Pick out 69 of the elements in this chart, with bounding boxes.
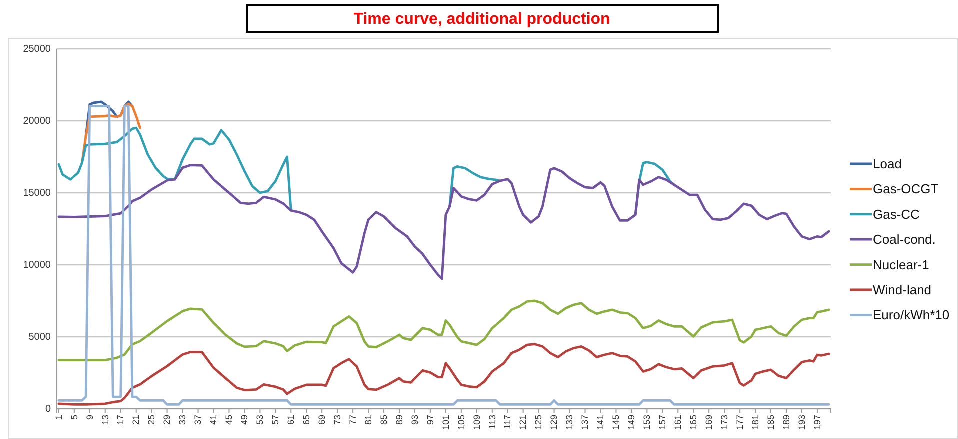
y-tick-label: 20000 <box>23 116 52 128</box>
line-series <box>58 105 830 406</box>
x-tick-label: 157 <box>658 415 668 430</box>
x-tick-label: 5 <box>69 415 80 420</box>
x-tick-label: 117 <box>502 415 513 430</box>
x-tick-label: 109 <box>472 415 482 430</box>
x-tick-label: 145 <box>611 415 622 430</box>
y-tick-label: 15000 <box>23 188 52 200</box>
x-tick-label: 149 <box>626 415 637 430</box>
line-series <box>58 343 830 406</box>
y-tick-label: 0 <box>45 404 52 416</box>
x-tick-label: 69 <box>316 415 327 426</box>
legend-label: Load <box>873 156 902 172</box>
y-tick-label: 5000 <box>28 332 52 344</box>
chart-title: Time curve, additional production <box>354 11 610 28</box>
x-tick-label: 133 <box>564 415 575 430</box>
x-tick-label: 65 <box>301 415 312 426</box>
y-tick-label: 10000 <box>23 260 52 272</box>
legend-label: Coal-cond. <box>873 232 936 248</box>
x-tick-label: 57 <box>270 415 281 426</box>
x-tick-label: 197 <box>812 415 822 430</box>
line-series <box>58 300 830 362</box>
x-tick-label: 37 <box>193 415 204 426</box>
x-tick-label: 101 <box>440 415 451 430</box>
x-tick-label: 173 <box>719 415 730 430</box>
legend-label: Gas-CC <box>873 206 920 222</box>
x-tick-label: 73 <box>332 415 342 426</box>
x-tick-label: 165 <box>688 415 698 430</box>
x-tick-label: 21 <box>131 415 142 426</box>
x-tick-label: 105 <box>456 415 466 430</box>
x-tick-label: 185 <box>766 415 776 430</box>
line-series <box>58 164 830 280</box>
x-tick-label: 121 <box>518 415 528 430</box>
x-tick-label: 113 <box>487 415 498 430</box>
y-tick-label: 25000 <box>23 44 52 56</box>
x-tick-label: 17 <box>116 415 126 426</box>
x-tick-label: 25 <box>146 415 157 426</box>
x-tick-label: 29 <box>162 415 172 426</box>
x-tick-label: 77 <box>348 415 358 426</box>
x-tick-label: 93 <box>410 415 420 426</box>
x-tick-label: 193 <box>796 415 807 430</box>
x-tick-label: 53 <box>255 415 266 426</box>
x-tick-label: 9 <box>84 415 95 420</box>
x-tick-label: 97 <box>425 415 436 426</box>
x-tick-label: 169 <box>704 415 714 430</box>
x-tick-label: 1 <box>54 415 64 420</box>
legend-label: Euro/kWh*10 <box>873 308 950 323</box>
x-tick-label: 129 <box>549 415 560 430</box>
x-tick-label: 13 <box>100 415 110 426</box>
x-tick-label: 81 <box>363 415 374 426</box>
legend-label: Nuclear-1 <box>873 257 930 272</box>
x-tick-label: 161 <box>673 415 684 430</box>
x-tick-label: 153 <box>642 415 652 430</box>
x-tick-label: 89 <box>394 415 404 426</box>
x-tick-label: 189 <box>781 415 792 430</box>
legend-label: Wind-land <box>873 282 932 298</box>
x-tick-label: 177 <box>734 415 745 430</box>
x-tick-label: 141 <box>596 415 606 430</box>
x-tick-label: 125 <box>534 415 544 430</box>
x-tick-label: 49 <box>240 415 250 426</box>
x-tick-label: 137 <box>580 415 590 430</box>
x-tick-label: 85 <box>378 415 389 426</box>
x-tick-label: 181 <box>750 415 760 430</box>
legend-label: Gas-OCGT <box>873 182 939 197</box>
x-tick-label: 33 <box>178 415 188 426</box>
x-tick-label: 61 <box>286 415 296 426</box>
line-series <box>80 102 142 164</box>
x-tick-label: 45 <box>224 415 234 426</box>
x-tick-label: 41 <box>208 415 219 426</box>
